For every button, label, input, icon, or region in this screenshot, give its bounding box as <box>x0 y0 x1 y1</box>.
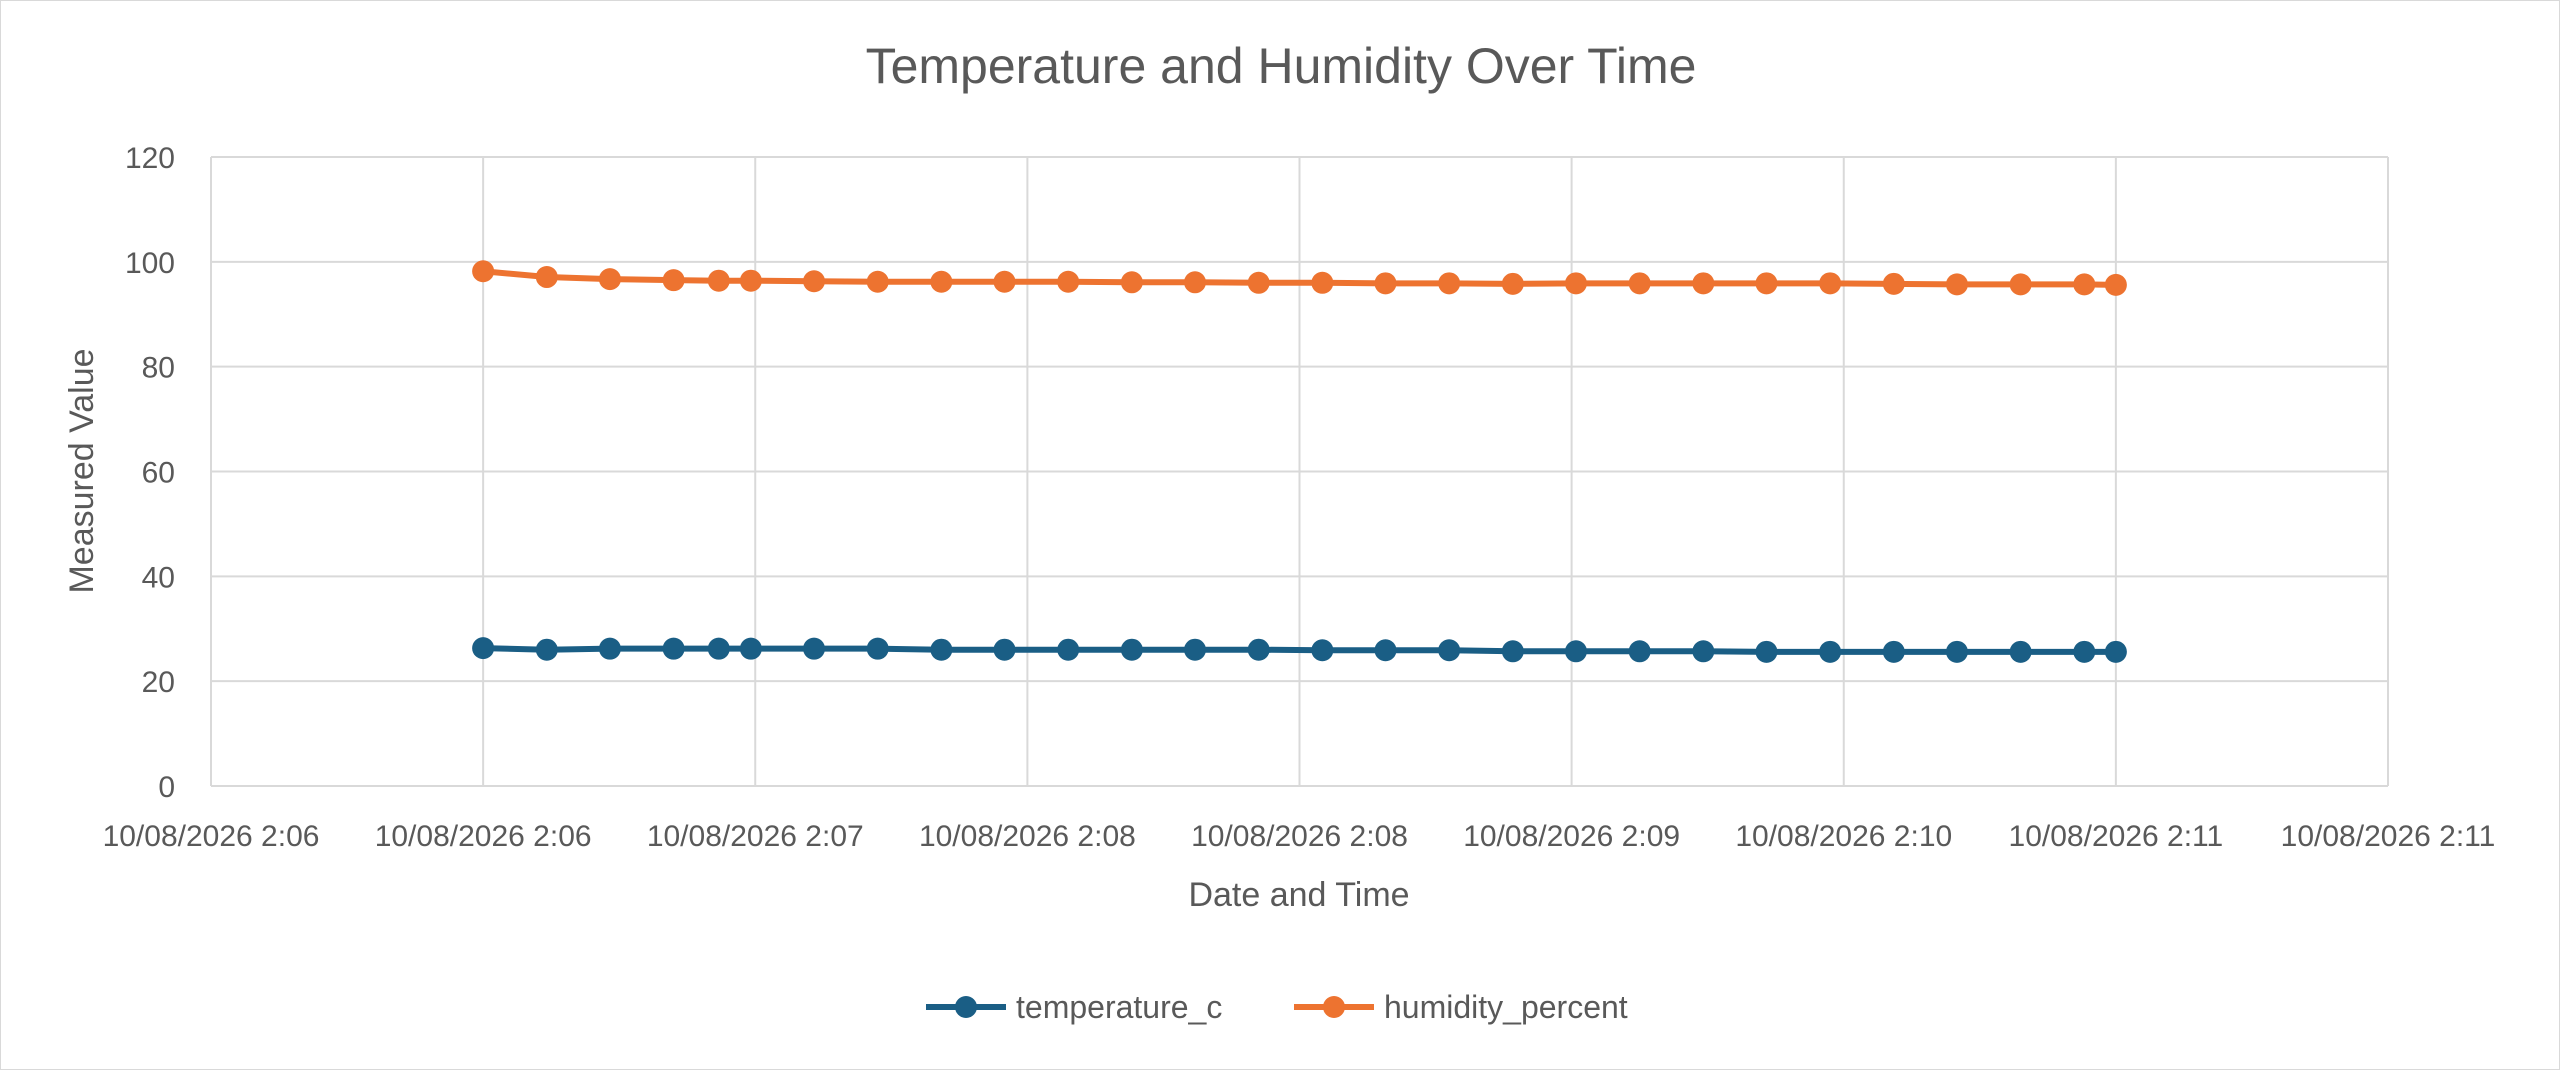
data-point <box>1692 640 1715 663</box>
data-point <box>1564 640 1587 663</box>
data-point <box>2104 640 2127 663</box>
data-point <box>535 638 558 661</box>
data-point <box>803 270 826 293</box>
data-point <box>1374 639 1397 662</box>
y-tick-label: 0 <box>158 771 175 804</box>
chart-title: Temperature and Humidity Over Time <box>866 38 1697 94</box>
y-tick-label: 20 <box>142 666 175 699</box>
data-point <box>1501 272 1524 295</box>
data-point <box>1120 271 1143 294</box>
data-point <box>803 637 826 660</box>
data-point <box>1184 638 1207 661</box>
legend-item-temperature_c: temperature_c <box>926 989 1222 1025</box>
data-point <box>1755 272 1778 295</box>
x-tick-label: 10/08/2026 2:11 <box>2009 820 2224 853</box>
x-axis-title: Date and Time <box>1188 876 1409 914</box>
x-tick-label: 10/08/2026 2:08 <box>919 820 1136 853</box>
legend-label: temperature_c <box>1016 989 1222 1025</box>
data-point <box>2009 640 2032 663</box>
data-point <box>1628 640 1651 663</box>
data-point <box>1438 272 1461 295</box>
data-point <box>1755 640 1778 663</box>
data-point <box>1692 272 1715 295</box>
data-point <box>930 638 953 661</box>
data-point <box>662 269 685 292</box>
data-point <box>1501 640 1524 663</box>
data-point <box>2073 273 2096 296</box>
data-point <box>1628 272 1651 295</box>
data-point <box>866 637 889 660</box>
y-axis-ticks: 0 20 40 60 80 100 120 <box>125 142 175 804</box>
data-point <box>930 270 953 293</box>
x-tick-label: 10/08/2026 2:09 <box>1463 820 1680 853</box>
legend-marker <box>1323 996 1345 1018</box>
data-point <box>993 270 1016 293</box>
data-point <box>535 266 558 289</box>
legend: temperature_c humidity_percent <box>926 989 1628 1025</box>
data-point <box>1819 640 1842 663</box>
data-point <box>1311 639 1334 662</box>
data-point <box>1120 638 1143 661</box>
data-point <box>1438 639 1461 662</box>
gridlines <box>210 156 2389 787</box>
data-point <box>472 637 495 660</box>
data-point <box>1184 271 1207 294</box>
data-point <box>2009 273 2032 296</box>
legend-item-humidity_percent: humidity_percent <box>1294 989 1628 1025</box>
data-point <box>598 268 621 291</box>
data-point <box>1882 272 1905 295</box>
y-tick-label: 60 <box>142 457 175 490</box>
data-point <box>1311 271 1334 294</box>
x-axis-ticks: 10/08/2026 2:06 10/08/2026 2:06 10/08/2026… <box>103 820 2496 853</box>
series-line <box>483 645 2116 655</box>
data-point <box>2104 273 2127 296</box>
y-tick-label: 80 <box>142 352 175 385</box>
data-point <box>866 270 889 293</box>
data-point <box>1819 272 1842 295</box>
data-point <box>1247 638 1270 661</box>
plot-series <box>472 260 2127 663</box>
data-point <box>472 260 495 283</box>
data-point <box>1247 271 1270 294</box>
data-point <box>598 637 621 660</box>
x-tick-label: 10/08/2026 2:10 <box>1735 820 1952 853</box>
legend-marker <box>955 996 977 1018</box>
data-point <box>1564 272 1587 295</box>
data-point <box>1374 272 1397 295</box>
series-temperature_c <box>472 637 2127 663</box>
y-tick-label: 100 <box>125 247 175 280</box>
data-point <box>993 638 1016 661</box>
x-tick-label: 10/08/2026 2:07 <box>647 820 864 853</box>
y-tick-label: 40 <box>142 561 175 594</box>
data-point <box>1945 640 1968 663</box>
data-point <box>1057 638 1080 661</box>
data-point <box>707 269 730 292</box>
series-line <box>482 268 2116 288</box>
data-point <box>739 637 762 660</box>
y-axis-title: Measured Value <box>63 348 101 593</box>
x-tick-label: 10/08/2026 2:06 <box>103 820 320 853</box>
series-humidity_percent <box>472 260 2127 296</box>
data-point <box>739 269 762 292</box>
data-point <box>1945 273 1968 296</box>
x-tick-label: 10/08/2026 2:08 <box>1191 820 1408 853</box>
x-tick-label: 10/08/2026 2:11 <box>2281 820 2496 853</box>
x-tick-label: 10/08/2026 2:06 <box>375 820 592 853</box>
data-point <box>1882 640 1905 663</box>
y-tick-label: 120 <box>125 142 175 175</box>
data-point <box>1057 270 1080 293</box>
data-point <box>2073 640 2096 663</box>
data-point <box>707 637 730 660</box>
legend-label: humidity_percent <box>1384 989 1628 1025</box>
data-point <box>662 637 685 660</box>
